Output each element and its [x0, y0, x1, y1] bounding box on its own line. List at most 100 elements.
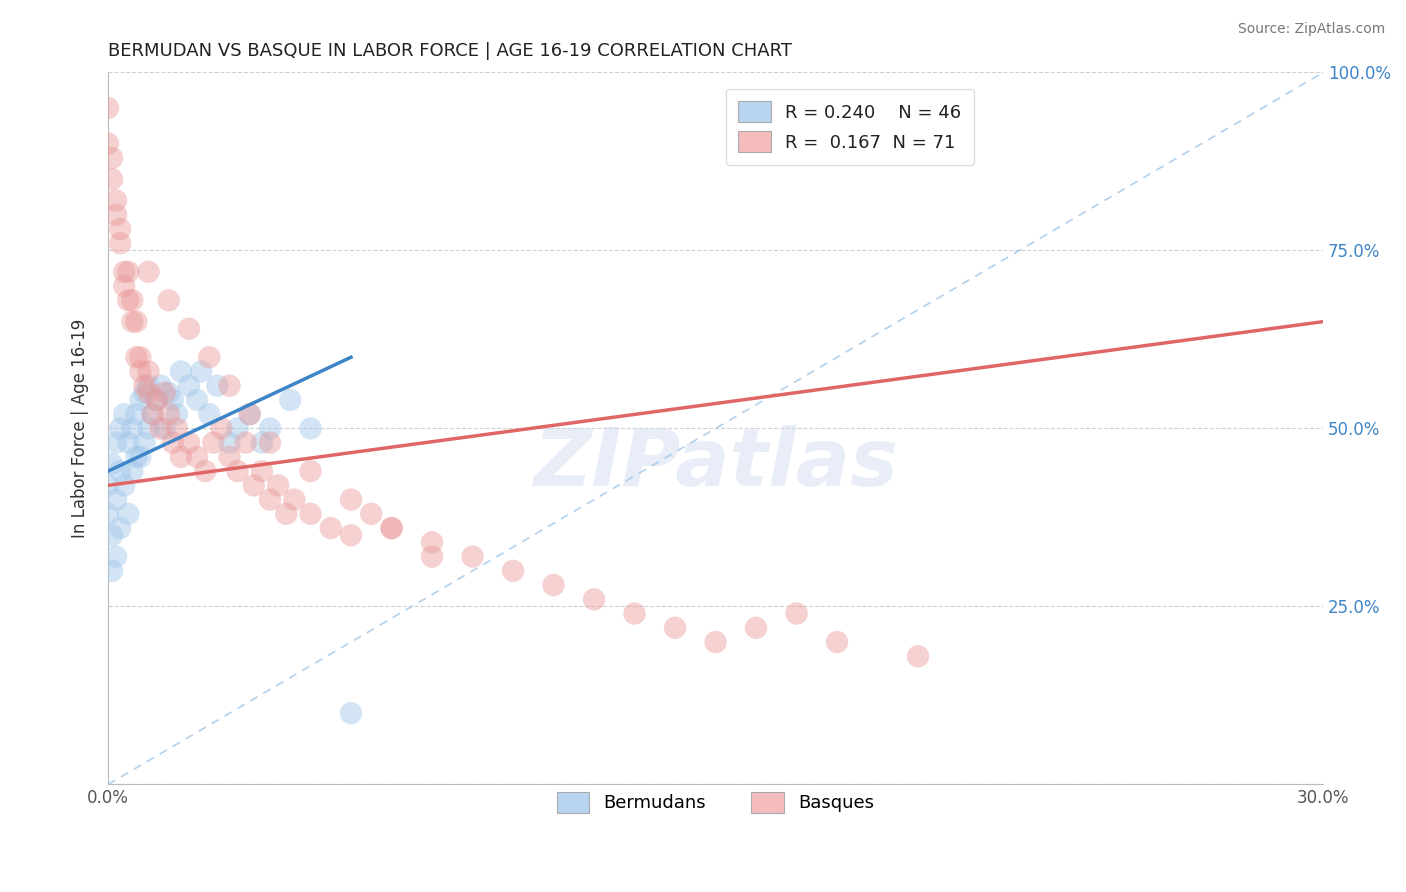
Point — [166, 421, 188, 435]
Y-axis label: In Labor Force | Age 16-19: In Labor Force | Age 16-19 — [72, 318, 89, 538]
Legend: Bermudans, Basques: Bermudans, Basques — [544, 779, 887, 825]
Point — [243, 478, 266, 492]
Point — [138, 378, 160, 392]
Point — [141, 407, 163, 421]
Point — [101, 528, 124, 542]
Point — [129, 350, 152, 364]
Point — [319, 521, 342, 535]
Point — [218, 435, 240, 450]
Point — [117, 435, 139, 450]
Point — [134, 378, 156, 392]
Point — [704, 635, 727, 649]
Point — [108, 421, 131, 435]
Point — [250, 435, 273, 450]
Point — [259, 421, 281, 435]
Point — [543, 578, 565, 592]
Point — [112, 478, 135, 492]
Point — [121, 315, 143, 329]
Point — [786, 607, 808, 621]
Point — [420, 549, 443, 564]
Point — [340, 492, 363, 507]
Point — [121, 464, 143, 478]
Point — [177, 378, 200, 392]
Point — [235, 435, 257, 450]
Point — [112, 265, 135, 279]
Text: Source: ZipAtlas.com: Source: ZipAtlas.com — [1237, 22, 1385, 37]
Point — [112, 279, 135, 293]
Point — [157, 293, 180, 308]
Point — [121, 293, 143, 308]
Point — [134, 435, 156, 450]
Point — [108, 236, 131, 251]
Point — [186, 450, 208, 464]
Point — [97, 478, 120, 492]
Point — [105, 492, 128, 507]
Point — [125, 407, 148, 421]
Point — [226, 464, 249, 478]
Point — [664, 621, 686, 635]
Point — [162, 392, 184, 407]
Point — [745, 621, 768, 635]
Point — [101, 457, 124, 471]
Point — [108, 464, 131, 478]
Point — [101, 172, 124, 186]
Point — [198, 407, 221, 421]
Point — [360, 507, 382, 521]
Point — [145, 392, 167, 407]
Point — [97, 507, 120, 521]
Point — [461, 549, 484, 564]
Point — [149, 421, 172, 435]
Text: ZIPatlas: ZIPatlas — [533, 425, 898, 503]
Point — [278, 392, 301, 407]
Point — [129, 450, 152, 464]
Point — [340, 706, 363, 721]
Point — [259, 435, 281, 450]
Point — [177, 322, 200, 336]
Point — [129, 392, 152, 407]
Point — [108, 222, 131, 236]
Point — [125, 450, 148, 464]
Point — [166, 407, 188, 421]
Point — [112, 407, 135, 421]
Point — [198, 350, 221, 364]
Point — [108, 521, 131, 535]
Point — [157, 385, 180, 400]
Point — [138, 421, 160, 435]
Point — [101, 564, 124, 578]
Point — [117, 293, 139, 308]
Point — [226, 421, 249, 435]
Point — [299, 507, 322, 521]
Point — [299, 421, 322, 435]
Point — [138, 364, 160, 378]
Point — [117, 507, 139, 521]
Point — [170, 450, 193, 464]
Point — [250, 464, 273, 478]
Point — [105, 208, 128, 222]
Point — [153, 385, 176, 400]
Point — [207, 378, 229, 392]
Point — [186, 392, 208, 407]
Point — [623, 607, 645, 621]
Point — [420, 535, 443, 549]
Point — [190, 364, 212, 378]
Point — [299, 464, 322, 478]
Point — [138, 385, 160, 400]
Point — [138, 265, 160, 279]
Point — [907, 649, 929, 664]
Point — [239, 407, 262, 421]
Point — [218, 450, 240, 464]
Point — [380, 521, 402, 535]
Point — [134, 385, 156, 400]
Point — [170, 364, 193, 378]
Point — [276, 507, 298, 521]
Point — [209, 421, 232, 435]
Point — [105, 549, 128, 564]
Point — [97, 101, 120, 115]
Point — [157, 407, 180, 421]
Point — [101, 151, 124, 165]
Point — [97, 136, 120, 151]
Point — [218, 378, 240, 392]
Point — [177, 435, 200, 450]
Point — [380, 521, 402, 535]
Point — [239, 407, 262, 421]
